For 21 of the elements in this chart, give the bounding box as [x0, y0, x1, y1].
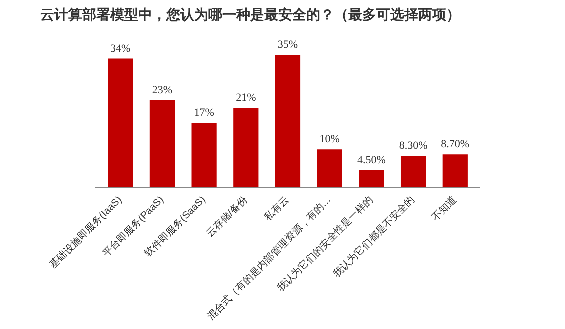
x-tick-label: 私有云	[262, 194, 292, 224]
data-label: 4.50%	[357, 154, 386, 166]
data-label: 17%	[194, 107, 214, 120]
data-label: 8.30%	[399, 140, 428, 152]
data-label: 34%	[110, 42, 131, 55]
x-tick-label: 不知道	[430, 194, 460, 224]
data-label: 8.70%	[441, 138, 470, 151]
bar	[317, 150, 342, 188]
data-label: 21%	[236, 92, 256, 104]
data-label: 10%	[320, 134, 340, 146]
data-label: 23%	[152, 84, 173, 96]
bar	[234, 108, 259, 188]
bar	[400, 156, 426, 188]
bar	[108, 58, 134, 188]
bar	[192, 123, 217, 188]
bar	[359, 170, 384, 188]
chart-title: 云计算部署模型中，您认为哪一种是最安全的？（最多可选择两项）	[40, 6, 460, 24]
data-label: 35%	[278, 39, 298, 51]
bar	[150, 100, 176, 188]
bar	[275, 55, 301, 188]
bar	[442, 154, 468, 188]
